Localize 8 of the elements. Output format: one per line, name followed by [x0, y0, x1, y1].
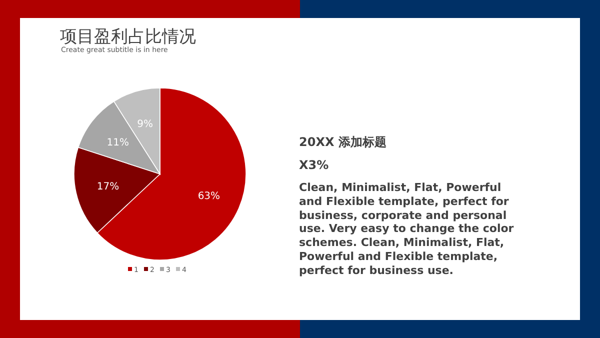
- data-label: 63%: [198, 191, 220, 202]
- chart-title: 项目盈利占比情况: [60, 27, 196, 47]
- text: X3%: [299, 158, 330, 173]
- text: Clean, Minimalist, Flat, Powerful and Flexible template, perfect for business, corporate and personal use. Very easy to change the color schemes. Clean, Minimalist, Flat, Powerful and Flexible template, perfect for business use.: [299, 181, 514, 278]
- data-label: 11%: [106, 137, 129, 148]
- text: 20XX 添加标题: [299, 135, 388, 150]
- data-label: 17%: [96, 182, 120, 193]
- data-label: 9%: [137, 118, 154, 130]
